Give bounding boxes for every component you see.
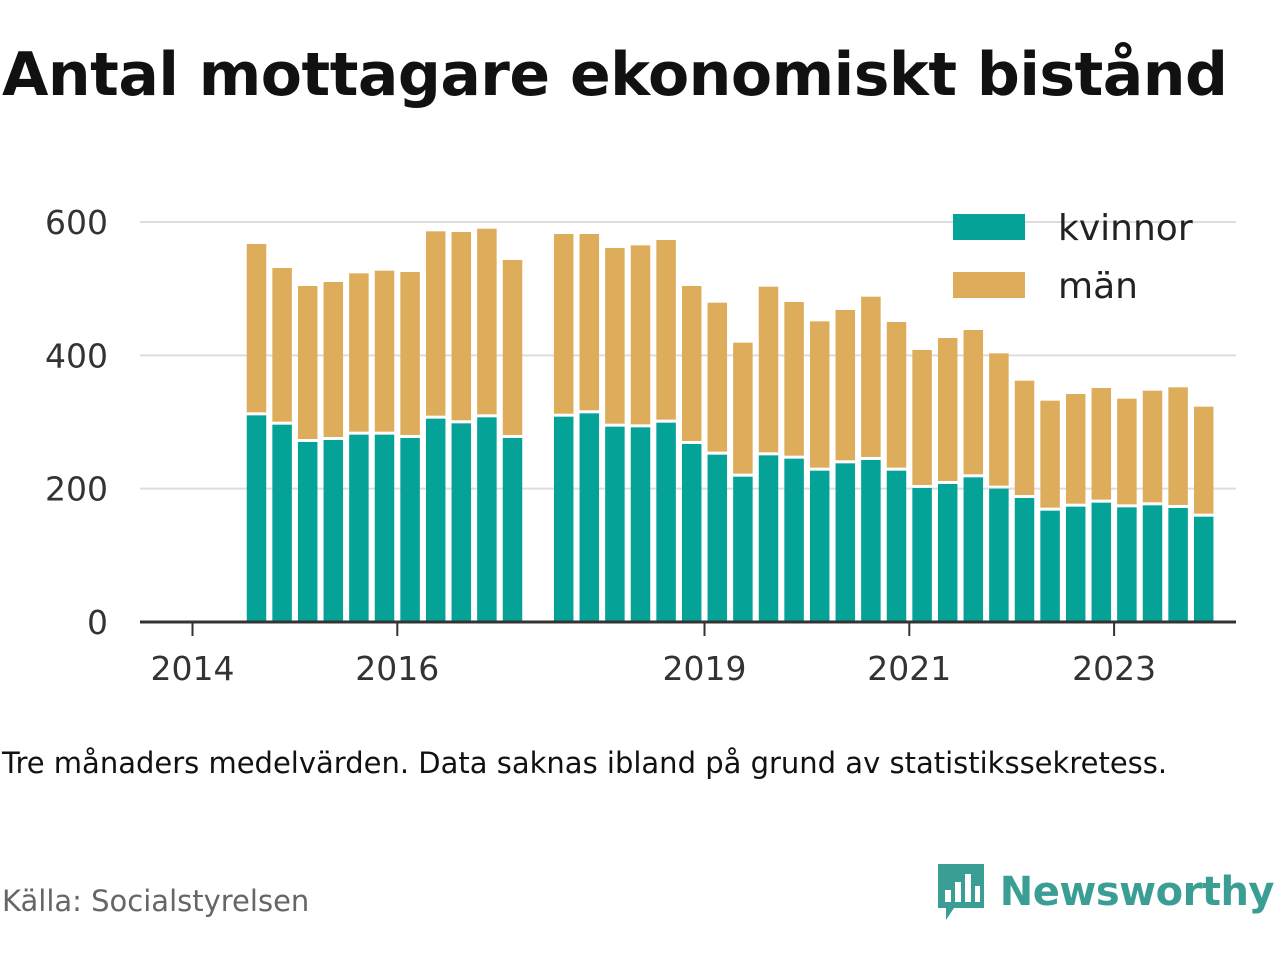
bar-man <box>502 260 523 435</box>
bar-man <box>272 268 292 422</box>
legend-swatch-kvinnor <box>953 214 1025 240</box>
bar-man <box>553 234 574 414</box>
x-tick-label: 2014 <box>151 649 235 688</box>
bar-man <box>912 350 932 485</box>
newsworthy-logo-icon <box>937 864 984 920</box>
y-tick-label: 0 <box>87 603 108 642</box>
bar-kvinnor <box>912 488 932 622</box>
bars <box>246 228 1214 622</box>
y-tick-label: 200 <box>45 470 108 509</box>
brand-name: Newsworthy <box>999 869 1275 915</box>
bar-man <box>835 310 856 461</box>
bar-kvinnor <box>630 427 651 622</box>
brand: Newsworthy <box>936 862 1275 922</box>
bar-kvinnor <box>681 444 702 622</box>
bar-man <box>886 322 907 468</box>
bar-man <box>1168 387 1188 505</box>
x-tick-label: 2023 <box>1072 649 1156 688</box>
bar-man <box>400 272 420 435</box>
bar-man <box>1193 406 1214 514</box>
bar-kvinnor <box>451 423 472 622</box>
bar-kvinnor <box>1014 498 1035 622</box>
stacked-bar-chart: 0 200 400 600 2014 2016 2019 2021 2023 kvinnor … <box>45 203 1236 688</box>
bar-man <box>579 234 600 411</box>
legend: kvinnor män <box>953 208 1193 307</box>
bar-man <box>656 240 676 420</box>
legend-label-kvinnor: kvinnor <box>1058 208 1193 249</box>
bar-man <box>989 353 1009 486</box>
bar-kvinnor <box>477 417 497 622</box>
x-tick-marks-labels: 2014 2016 2019 2021 2023 <box>151 622 1156 688</box>
bar-kvinnor <box>1040 510 1060 622</box>
bar-kvinnor <box>784 458 804 622</box>
bar-man <box>758 286 779 453</box>
bar-kvinnor <box>374 434 395 622</box>
bar-man <box>297 286 318 439</box>
bar-kvinnor <box>707 454 728 622</box>
bar-kvinnor <box>272 424 292 622</box>
bar-kvinnor <box>579 413 600 622</box>
bar-man <box>1091 388 1112 500</box>
bar-kvinnor <box>349 434 369 622</box>
bar-kvinnor <box>323 440 344 622</box>
bar-kvinnor <box>1117 507 1137 622</box>
bar-man <box>1065 394 1086 504</box>
bar-man <box>349 273 369 432</box>
bar-man <box>809 321 830 468</box>
bar-kvinnor <box>297 442 318 622</box>
bar-man <box>733 342 753 474</box>
bar-kvinnor <box>502 438 523 622</box>
legend-swatch-man <box>953 272 1025 298</box>
bar-man <box>605 248 625 424</box>
y-tick-label: 400 <box>45 336 108 375</box>
bar-kvinnor <box>1168 508 1188 622</box>
bar-kvinnor <box>1142 505 1163 622</box>
bar-man <box>1117 398 1137 505</box>
x-tick-label: 2021 <box>867 649 951 688</box>
bar-kvinnor <box>1065 506 1086 622</box>
bar-kvinnor <box>861 460 881 622</box>
source-text: Källa: Socialstyrelsen <box>2 884 310 918</box>
bar-kvinnor <box>886 470 907 622</box>
bar-man <box>963 330 984 475</box>
bar-man <box>1014 380 1035 495</box>
bar-man <box>374 270 395 432</box>
bar-kvinnor <box>937 484 958 622</box>
bar-kvinnor <box>553 416 574 622</box>
x-tick-label: 2016 <box>355 649 439 688</box>
x-tick-label: 2019 <box>663 649 747 688</box>
bar-man <box>451 232 472 421</box>
bar-man <box>707 302 728 452</box>
legend-label-man: män <box>1058 266 1138 307</box>
bar-man <box>630 245 651 425</box>
bar-kvinnor <box>605 426 625 622</box>
chart-title: Antal mottagare ekonomiskt bistånd <box>2 40 1228 110</box>
chart-note: Tre månaders medelvärden. Data saknas ib… <box>2 746 1168 780</box>
y-tick-labels: 0 200 400 600 <box>45 203 108 642</box>
bar-man <box>1142 390 1163 503</box>
bar-kvinnor <box>989 488 1009 622</box>
bar-kvinnor <box>425 418 446 622</box>
bar-man <box>681 286 702 441</box>
bar-kvinnor <box>1193 516 1214 622</box>
bar-kvinnor <box>246 415 267 622</box>
bar-kvinnor <box>1091 502 1112 622</box>
bar-kvinnor <box>400 438 420 622</box>
bar-man <box>937 338 958 481</box>
bar-kvinnor <box>733 476 753 622</box>
bar-man <box>477 228 497 415</box>
bar-kvinnor <box>758 455 779 622</box>
bar-kvinnor <box>656 422 676 622</box>
bar-man <box>784 302 804 456</box>
bar-kvinnor <box>963 477 984 622</box>
bar-kvinnor <box>835 463 856 622</box>
bar-man <box>1040 400 1060 508</box>
bar-man <box>425 231 446 416</box>
bar-man <box>246 244 267 413</box>
bar-kvinnor <box>809 470 830 622</box>
bar-man <box>323 282 344 437</box>
y-tick-label: 600 <box>45 203 108 242</box>
bar-man <box>861 296 881 457</box>
